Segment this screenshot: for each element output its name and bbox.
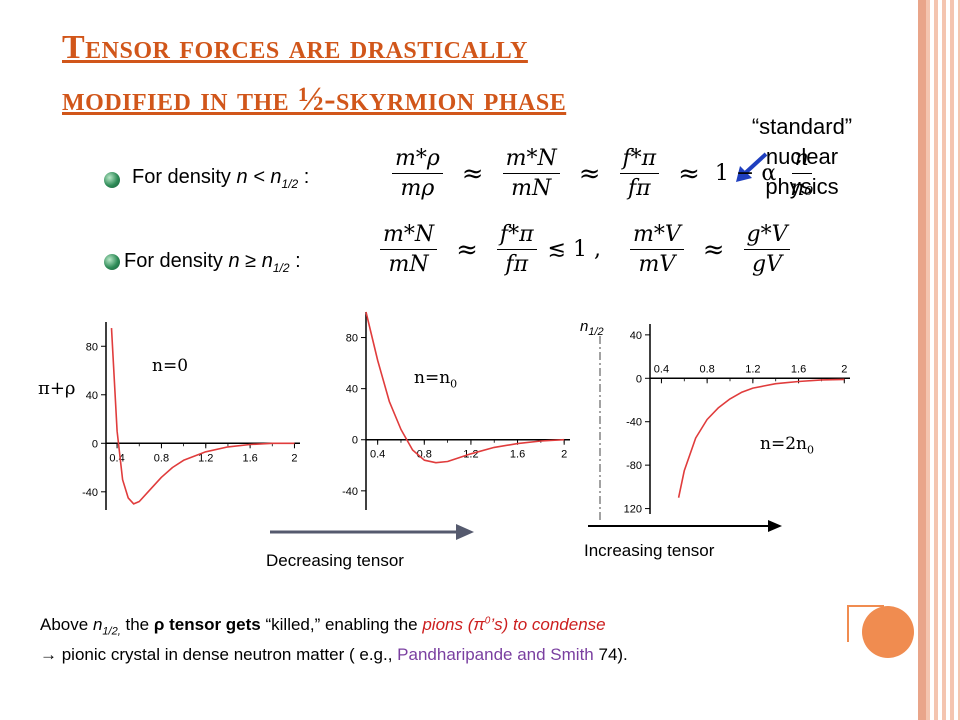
x-tick-label: 0.4	[109, 452, 124, 464]
plot-n0-label: n=0	[152, 356, 189, 376]
x-tick-label: 1.2	[463, 449, 478, 461]
plot-2n0: 0.4 0.8 1.2 1.6 2 40 0 -40 -80 120	[624, 324, 850, 516]
n-half-label: n1/2	[580, 318, 604, 338]
y-tick-label: 80	[346, 333, 358, 345]
x-tick-label: 0.4	[370, 449, 385, 461]
y-tick-label: 0	[352, 435, 358, 447]
standard-physics-note: “standard” nuclear physics	[732, 112, 872, 202]
x-tick-label: 1.2	[745, 363, 760, 375]
bottom-line-2: → pionic crystal in dense neutron matter…	[40, 645, 628, 664]
y-tick-label: -40	[342, 486, 358, 498]
n-half-dashed-line	[599, 336, 601, 520]
y-tick-label: 40	[630, 330, 642, 342]
x-tick-label: 2	[841, 363, 847, 375]
potential-curve	[677, 378, 845, 498]
equation-high-density: m*N mN ≈ f*π fπ ≲ 1 , m*V mV ≈ g*V gV	[376, 222, 794, 277]
note-line-3: physics	[765, 174, 839, 199]
bottom-line-1: Above n1/2, the ρ tensor gets “killed,” …	[40, 615, 606, 638]
note-line-1: “standard”	[751, 114, 853, 139]
y-tick-label: 40	[346, 384, 358, 396]
y-tick-label: 0	[636, 373, 642, 385]
title-line-1: Tensor forces are drastically	[62, 29, 528, 66]
potential-curve	[110, 328, 295, 505]
y-tick-label: 0	[92, 438, 98, 450]
decreasing-tensor-label: Decreasing tensor	[266, 551, 404, 570]
channel-label: π+ρ	[38, 378, 76, 399]
bullet-1-text: For density n < n1/2 :	[132, 166, 310, 191]
decorative-circle	[862, 606, 914, 658]
y-tick-label: -40	[626, 417, 642, 429]
y-tick-label: 40	[86, 390, 98, 402]
decorative-stripes	[918, 0, 960, 720]
title-line-2: modified in the ½-skyrmion phase	[62, 81, 567, 118]
increasing-tensor-label: Increasing tensor	[584, 541, 715, 560]
decreasing-arrow-icon	[270, 524, 474, 540]
x-tick-label: 0.4	[654, 363, 669, 375]
potential-curve	[365, 311, 565, 464]
x-tick-label: 1.6	[242, 452, 257, 464]
x-tick-label: 1.6	[510, 449, 525, 461]
x-tick-label: 1.6	[791, 363, 806, 375]
bullet-icon	[104, 172, 120, 188]
bullet-icon	[104, 254, 120, 270]
plot-nn0-label: n=n0	[414, 368, 458, 391]
note-line-2: nuclear	[765, 144, 839, 169]
arrow-icon	[736, 152, 768, 182]
decorative-corner	[847, 605, 884, 642]
y-tick-label: -80	[626, 460, 642, 472]
y-tick-label: 80	[86, 341, 98, 353]
y-tick-label: -40	[82, 487, 98, 499]
plot-n0: 0.4 0.8 1.2 1.6 2 80 40 0 -40	[82, 322, 300, 510]
x-tick-label: 1.2	[198, 452, 213, 464]
increasing-arrow-icon	[588, 520, 782, 532]
equation-low-density: m*ρ mρ ≈ m*N mN ≈ f*π fπ ≈ 1 − α n n₀	[388, 146, 820, 201]
x-tick-label: 2	[291, 452, 297, 464]
plot-2n0-label: n=2n0	[760, 434, 814, 457]
bullet-2-text: For density n ≥ n1/2 :	[124, 250, 301, 275]
slide-title: Tensor forces are drastically modified i…	[62, 22, 782, 126]
x-tick-label: 0.8	[154, 452, 169, 464]
x-tick-label: 0.8	[699, 363, 714, 375]
y-tick-label: 120	[624, 504, 642, 516]
x-tick-label: 2	[561, 449, 567, 461]
